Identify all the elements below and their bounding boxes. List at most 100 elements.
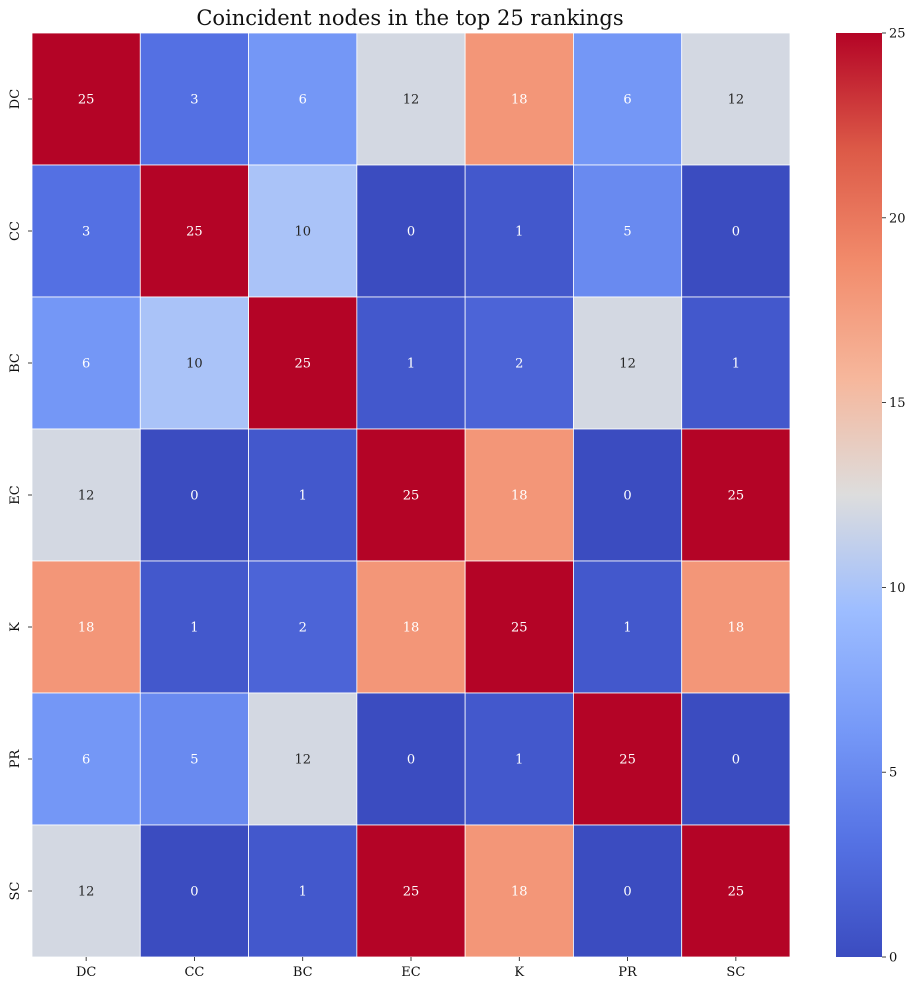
cell-value-label: 5 xyxy=(623,225,631,240)
cell-value-label: 2 xyxy=(299,621,307,636)
cell-value-label: 25 xyxy=(728,489,745,504)
colorbar-tick-label: 15 xyxy=(889,396,906,411)
cell-value-label: 3 xyxy=(190,93,198,108)
cell-value-label: 1 xyxy=(515,753,523,768)
heatmap-cells: 25 3 6 12 18 6 123 25 10 0 1 5 06 10 25 1 2 12 112 0 1 25 18 0 2… xyxy=(31,32,791,958)
cell-value-label: 12 xyxy=(78,885,95,900)
chart-title: Coincident nodes in the top 25 rankings xyxy=(196,6,623,30)
heatmap-cell-SC-BC xyxy=(248,824,358,958)
cell-value-label: 12 xyxy=(294,753,311,768)
cell-value-label: 6 xyxy=(623,93,631,108)
cell-value-label: 3 xyxy=(82,225,90,240)
heatmap-cell-BC-SC xyxy=(681,296,791,430)
cell-value-label: 0 xyxy=(623,489,631,504)
cell-value-label: 1 xyxy=(299,885,307,900)
x-tick-label: SC xyxy=(726,965,745,980)
cell-value-label: 25 xyxy=(403,885,420,900)
y-tick-label: EC xyxy=(8,485,23,504)
heatmap-cell-K-SC xyxy=(681,560,791,694)
heatmap-cell-EC-CC xyxy=(139,428,249,562)
cell-value-label: 0 xyxy=(190,489,198,504)
heatmap-cell-BC-BC xyxy=(248,296,358,430)
cell-value-label: 25 xyxy=(619,753,636,768)
heatmap-cell-CC-DC xyxy=(31,164,141,298)
heatmap-cell-SC-PR xyxy=(573,824,683,958)
cell-value-label: 1 xyxy=(515,225,523,240)
heatmap-cell-CC-SC xyxy=(681,164,791,298)
heatmap-cell-CC-K xyxy=(464,164,574,298)
heatmap-cell-BC-EC xyxy=(356,296,466,430)
x-tick-label: BC xyxy=(293,965,313,980)
heatmap-cell-K-BC xyxy=(248,560,358,694)
y-tick-label: DC xyxy=(8,89,23,109)
cell-value-label: 1 xyxy=(623,621,631,636)
x-tick-label: EC xyxy=(401,965,420,980)
heatmap-cell-DC-CC xyxy=(139,32,249,166)
heatmap-cell-PR-K xyxy=(464,692,574,826)
heatmap-cell-BC-DC xyxy=(31,296,141,430)
cell-value-label: 18 xyxy=(511,93,528,108)
x-tick-label: DC xyxy=(76,965,96,980)
cell-value-label: 10 xyxy=(186,357,203,372)
cell-value-label: 5 xyxy=(190,753,198,768)
heatmap-cell-SC-SC xyxy=(681,824,791,958)
x-tick-label: CC xyxy=(184,965,204,980)
colorbar-tick-label: 10 xyxy=(889,581,906,596)
cell-value-label: 1 xyxy=(299,489,307,504)
cell-value-label: 1 xyxy=(732,357,740,372)
heatmap-cell-DC-SC xyxy=(681,32,791,166)
heatmap-cell-DC-BC xyxy=(248,32,358,166)
heatmap-cell-EC-DC xyxy=(31,428,141,562)
cell-value-label: 10 xyxy=(294,225,311,240)
heatmap-cell-SC-DC xyxy=(31,824,141,958)
colorbar-tick-label: 25 xyxy=(889,27,906,42)
cell-value-label: 25 xyxy=(186,225,203,240)
heatmap-cell-SC-CC xyxy=(139,824,249,958)
cell-value-label: 1 xyxy=(407,357,415,372)
colorbar-tick-label: 0 xyxy=(889,951,897,966)
cell-value-label: 0 xyxy=(407,225,415,240)
x-tick-label: PR xyxy=(618,965,638,980)
heatmap-cell-EC-PR xyxy=(573,428,683,562)
y-tick-label: BC xyxy=(8,353,23,373)
x-tick-label: K xyxy=(514,965,524,980)
heatmap-cell-EC-EC xyxy=(356,428,466,562)
heatmap-cell-SC-EC xyxy=(356,824,466,958)
cell-value-label: 12 xyxy=(728,93,745,108)
cell-value-label: 6 xyxy=(299,93,307,108)
cell-value-label: 0 xyxy=(732,753,740,768)
heatmap-cell-BC-CC xyxy=(139,296,249,430)
colorbar-tick-label: 5 xyxy=(889,766,897,781)
cell-value-label: 25 xyxy=(403,489,420,504)
heatmap-cell-EC-SC xyxy=(681,428,791,562)
y-tick-label: SC xyxy=(8,882,23,901)
heatmap-cell-DC-EC xyxy=(356,32,466,166)
cell-value-label: 0 xyxy=(732,225,740,240)
colorbar-tick-label: 20 xyxy=(889,211,906,226)
heatmap-cell-DC-DC xyxy=(31,32,141,166)
cell-value-label: 12 xyxy=(403,93,420,108)
cell-value-label: 0 xyxy=(190,885,198,900)
heatmap-cell-BC-PR xyxy=(573,296,683,430)
cell-value-label: 18 xyxy=(78,621,95,636)
y-tick-label: CC xyxy=(8,221,23,241)
cell-value-label: 25 xyxy=(78,93,95,108)
y-tick-label: PR xyxy=(8,749,23,769)
cell-value-label: 18 xyxy=(403,621,420,636)
heatmap-cell-K-PR xyxy=(573,560,683,694)
cell-value-label: 25 xyxy=(511,621,528,636)
heatmap-cell-PR-EC xyxy=(356,692,466,826)
cell-value-label: 1 xyxy=(190,621,198,636)
heatmap-cell-DC-K xyxy=(464,32,574,166)
colorbar-gradient xyxy=(836,33,882,957)
cell-value-label: 2 xyxy=(515,357,523,372)
heatmap-cell-K-DC xyxy=(31,560,141,694)
heatmap-cell-SC-K xyxy=(464,824,574,958)
heatmap-cell-PR-CC xyxy=(139,692,249,826)
cell-value-label: 0 xyxy=(407,753,415,768)
heatmap-cell-DC-PR xyxy=(573,32,683,166)
cell-value-label: 0 xyxy=(623,885,631,900)
heatmap-cell-BC-K xyxy=(464,296,574,430)
colorbar: 0 5 10 15 20 25 xyxy=(836,27,906,966)
